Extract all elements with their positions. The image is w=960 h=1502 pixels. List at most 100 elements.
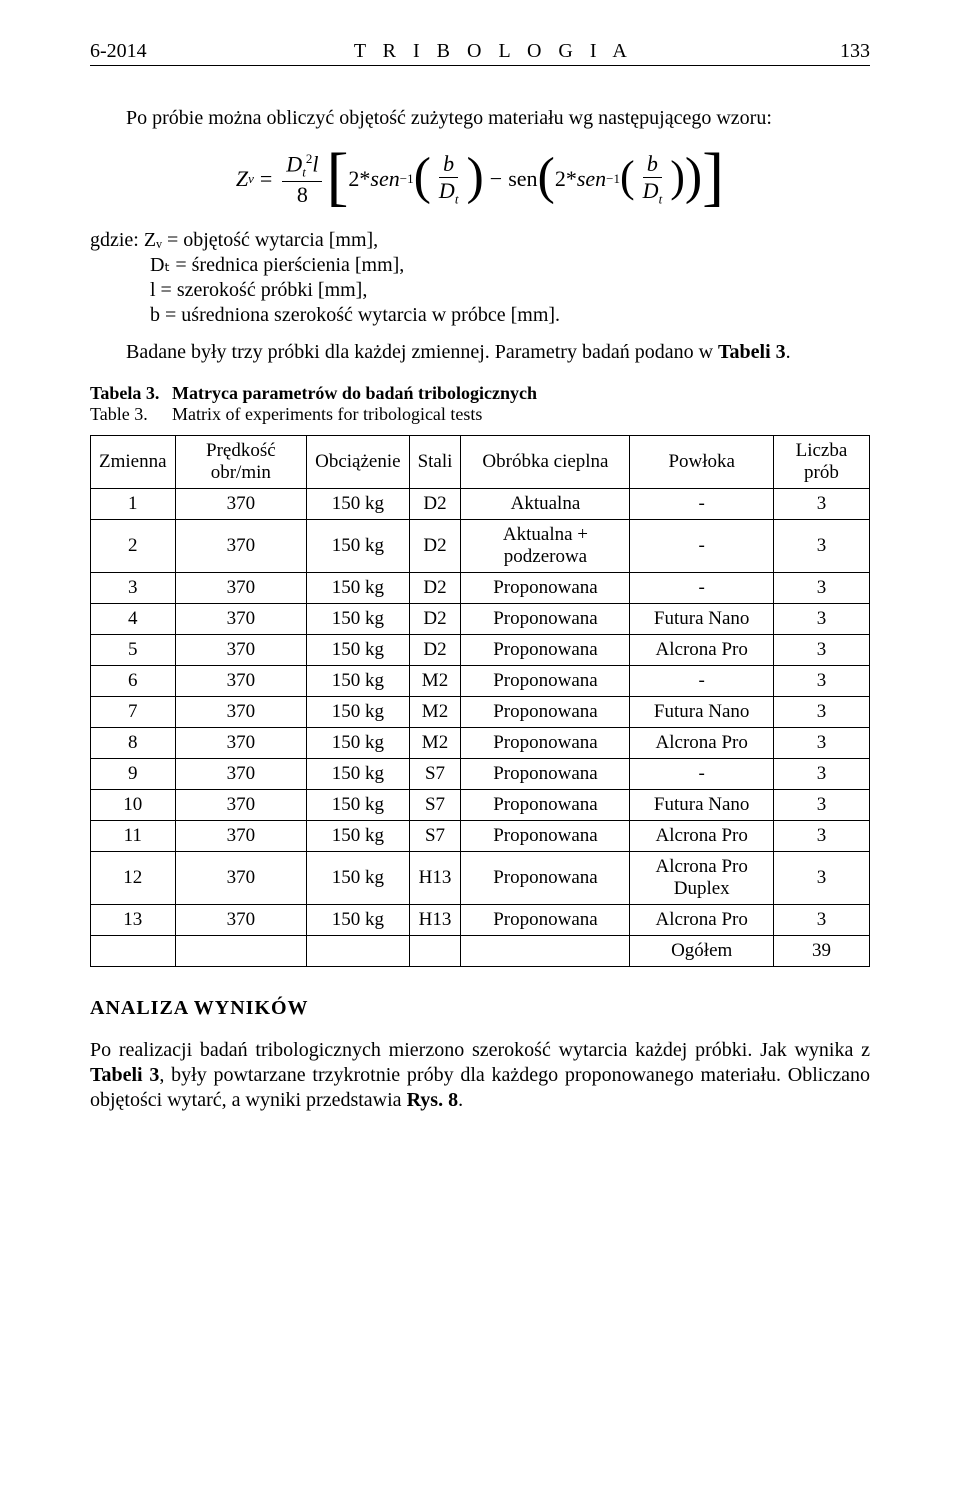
th-2: Obciążenie — [307, 435, 409, 488]
table-cell: 370 — [175, 665, 307, 696]
table-cell: D2 — [409, 519, 461, 572]
where-block: gdzie: Zᵥ = objętość wytarcia [mm], Dₜ =… — [90, 228, 870, 328]
table-cell: 6 — [91, 665, 176, 696]
table-cell: - — [630, 572, 773, 603]
table-cell: 370 — [175, 904, 307, 935]
table-row: 11370150 kgS7ProponowanaAlcrona Pro3 — [91, 820, 870, 851]
section-title: ANALIZA WYNIKÓW — [90, 997, 870, 1020]
table-cell: 370 — [175, 820, 307, 851]
table-cell: D2 — [409, 488, 461, 519]
table-cell: M2 — [409, 665, 461, 696]
table-cell: 150 kg — [307, 851, 409, 904]
th-0: Zmienna — [91, 435, 176, 488]
table-cell: Alcrona Pro Duplex — [630, 851, 773, 904]
table-row: 5370150 kgD2ProponowanaAlcrona Pro3 — [91, 634, 870, 665]
lbracket-icon: [ — [326, 154, 348, 200]
table-cell: 150 kg — [307, 572, 409, 603]
table-cell: 8 — [91, 727, 176, 758]
table-cell: - — [630, 665, 773, 696]
where-line-3: b = uśredniona szerokość wytarcia w prób… — [90, 303, 870, 328]
table-cell: 1 — [91, 488, 176, 519]
table-cell: Proponowana — [461, 603, 630, 634]
sym-minus: − — [490, 166, 502, 192]
para-2-text: Badane były trzy próbki dla każdej zmien… — [126, 341, 791, 363]
table-caption: Tabela 3. Matryca parametrów do badań tr… — [90, 383, 870, 425]
table-cell: 370 — [175, 696, 307, 727]
table-cell: 370 — [175, 603, 307, 634]
table-cell: - — [630, 519, 773, 572]
table-cell: 5 — [91, 634, 176, 665]
tf-3 — [409, 935, 461, 966]
table-cell: D2 — [409, 603, 461, 634]
t1-star: * — [359, 166, 370, 192]
header-left: 6-2014 — [90, 40, 147, 63]
table-cell: 3 — [773, 634, 869, 665]
table-cell: 370 — [175, 519, 307, 572]
table-cell: M2 — [409, 696, 461, 727]
th-6: Liczba prób — [773, 435, 869, 488]
table-cell: 3 — [773, 727, 869, 758]
running-header: 6-2014 T R I B O L O G I A 133 — [90, 40, 870, 66]
table-cell: 3 — [773, 851, 869, 904]
lparen1-icon: ( — [414, 159, 431, 195]
table-cell: 370 — [175, 851, 307, 904]
where-line-1: Dₜ = średnica pierścienia [mm], — [90, 253, 870, 278]
rparen3-icon: ) — [670, 162, 685, 193]
table-cell: 9 — [91, 758, 176, 789]
para-2: Badane były trzy próbki dla każdej zmien… — [90, 340, 870, 365]
table-row: 6370150 kgM2Proponowana-3 — [91, 665, 870, 696]
th-5: Powłoka — [630, 435, 773, 488]
table-row: 10370150 kgS7ProponowanaFutura Nano3 — [91, 789, 870, 820]
tf-5: Ogółem — [630, 935, 773, 966]
table-cell: Alcrona Pro — [630, 904, 773, 935]
table-cell: 12 — [91, 851, 176, 904]
table-cell: Proponowana — [461, 665, 630, 696]
tf-2 — [307, 935, 409, 966]
table-cell: H13 — [409, 904, 461, 935]
th-3: Stali — [409, 435, 461, 488]
t2-2: 2 — [555, 166, 566, 192]
table-body: 1370150 kgD2Aktualna-32370150 kgD2Aktual… — [91, 488, 870, 935]
th-4: Obróbka cieplna — [461, 435, 630, 488]
table-cell: Proponowana — [461, 758, 630, 789]
table-cell: Proponowana — [461, 820, 630, 851]
table-cell: 3 — [773, 603, 869, 634]
table-cell: 370 — [175, 572, 307, 603]
table-cell: Proponowana — [461, 789, 630, 820]
table-footer-row: Ogółem 39 — [91, 935, 870, 966]
table-cell: 3 — [773, 519, 869, 572]
table-row: 13370150 kgH13ProponowanaAlcrona Pro3 — [91, 904, 870, 935]
table-cell: 150 kg — [307, 488, 409, 519]
table-cell: 150 kg — [307, 603, 409, 634]
table-cell: 3 — [773, 665, 869, 696]
frac-Dt2l-8: Dt2l 8 — [282, 151, 322, 208]
table-cell: 11 — [91, 820, 176, 851]
table-cell: 150 kg — [307, 665, 409, 696]
table-cell: M2 — [409, 727, 461, 758]
table-cell: 370 — [175, 789, 307, 820]
caption-pl-label: Tabela 3. — [90, 383, 172, 404]
num-D-sub: t — [302, 165, 306, 180]
table-cell: 150 kg — [307, 634, 409, 665]
table-cell: Proponowana — [461, 572, 630, 603]
table-row: 8370150 kgM2ProponowanaAlcrona Pro3 — [91, 727, 870, 758]
table-cell: 3 — [773, 488, 869, 519]
rbracket-icon: ] — [702, 154, 724, 200]
table-cell: 370 — [175, 727, 307, 758]
table-cell: 150 kg — [307, 820, 409, 851]
den-8: 8 — [293, 182, 312, 208]
table-cell: 13 — [91, 904, 176, 935]
lparen2-icon: ( — [538, 159, 555, 195]
th-1: Prędkość obr/min — [175, 435, 307, 488]
den-D2: D — [643, 178, 659, 203]
table-row: 9370150 kgS7Proponowana-3 — [91, 758, 870, 789]
t2-star: * — [566, 166, 577, 192]
table-cell: Futura Nano — [630, 789, 773, 820]
caption-en-text: Matrix of experiments for tribological t… — [172, 404, 482, 425]
table-cell: - — [630, 758, 773, 789]
table-cell: 10 — [91, 789, 176, 820]
table-cell: 370 — [175, 758, 307, 789]
table-cell: 150 kg — [307, 696, 409, 727]
header-center: T R I B O L O G I A — [354, 40, 633, 63]
t2-sen: sen — [577, 166, 606, 192]
